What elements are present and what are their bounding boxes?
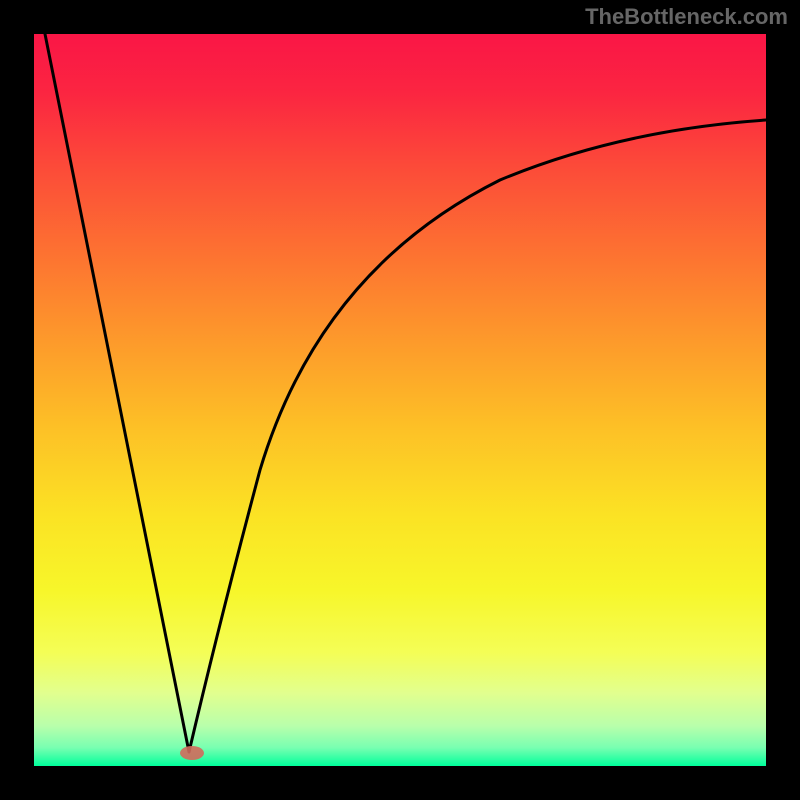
bottleneck-curve-chart <box>0 0 800 800</box>
chart-container: TheBottleneck.com <box>0 0 800 800</box>
optimal-point-marker <box>180 746 204 760</box>
watermark-text: TheBottleneck.com <box>585 4 788 30</box>
chart-background-gradient <box>34 34 766 766</box>
